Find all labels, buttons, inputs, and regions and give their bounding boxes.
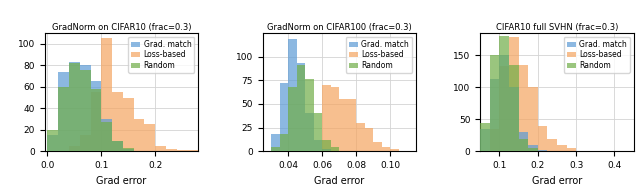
Bar xyxy=(322,140,331,151)
Bar xyxy=(288,87,296,151)
Bar xyxy=(365,128,373,151)
Bar xyxy=(322,149,331,151)
Bar xyxy=(69,63,80,151)
Bar xyxy=(373,142,382,151)
Bar xyxy=(528,148,538,151)
Bar xyxy=(90,92,101,151)
Bar xyxy=(134,119,145,151)
Bar xyxy=(305,113,314,151)
Bar xyxy=(123,149,134,151)
Bar xyxy=(58,87,69,151)
Title: CIFAR10 full SVHN (frac=0.3): CIFAR10 full SVHN (frac=0.3) xyxy=(496,23,618,32)
Bar xyxy=(123,148,134,151)
Title: GradNorm on CIFAR100 (frac=0.3): GradNorm on CIFAR100 (frac=0.3) xyxy=(267,23,412,32)
Bar xyxy=(123,98,134,151)
Bar xyxy=(322,85,331,151)
Bar xyxy=(348,99,356,151)
Bar xyxy=(314,113,322,151)
Bar xyxy=(356,123,365,151)
Bar xyxy=(557,145,566,151)
Bar xyxy=(480,123,490,151)
Bar xyxy=(145,124,155,151)
Bar xyxy=(188,150,198,151)
X-axis label: Grad error: Grad error xyxy=(314,176,364,186)
Bar xyxy=(69,146,80,151)
Bar xyxy=(112,92,123,151)
Bar xyxy=(314,140,322,151)
Bar xyxy=(101,119,112,151)
Bar xyxy=(90,81,101,151)
Bar xyxy=(166,149,177,151)
Bar xyxy=(47,135,58,151)
Bar xyxy=(499,66,509,151)
Bar xyxy=(47,130,58,151)
Bar xyxy=(528,145,538,151)
X-axis label: Grad error: Grad error xyxy=(97,176,147,186)
Bar xyxy=(490,79,499,151)
Bar xyxy=(566,148,576,151)
Bar xyxy=(382,147,390,151)
Bar xyxy=(538,150,547,151)
Bar xyxy=(80,70,90,151)
Bar xyxy=(518,65,528,151)
Bar xyxy=(490,55,499,151)
Bar xyxy=(480,129,490,151)
Bar xyxy=(271,147,280,151)
Bar xyxy=(280,83,288,151)
Bar xyxy=(518,132,528,151)
Bar xyxy=(101,38,112,151)
Bar xyxy=(112,141,123,151)
Bar xyxy=(528,87,538,151)
X-axis label: Grad error: Grad error xyxy=(532,176,582,186)
Legend: Grad. match, Loss-based, Random: Grad. match, Loss-based, Random xyxy=(128,37,195,73)
Bar xyxy=(339,99,348,151)
Title: GradNorm on CIFAR10 (frac=0.3): GradNorm on CIFAR10 (frac=0.3) xyxy=(52,23,191,32)
Bar xyxy=(112,141,123,151)
Bar xyxy=(331,147,339,151)
Bar xyxy=(518,139,528,151)
Bar xyxy=(101,122,112,151)
Legend: Grad. match, Loss-based, Random: Grad. match, Loss-based, Random xyxy=(564,37,630,73)
Bar xyxy=(331,87,339,151)
Bar xyxy=(80,135,90,151)
Bar xyxy=(80,65,90,151)
Bar xyxy=(490,129,499,151)
Bar xyxy=(547,139,557,151)
Bar xyxy=(509,37,518,151)
Bar xyxy=(58,72,69,151)
Bar xyxy=(499,36,509,151)
Legend: Grad. match, Loss-based, Random: Grad. match, Loss-based, Random xyxy=(346,37,412,73)
Bar xyxy=(280,134,288,151)
Bar xyxy=(296,65,305,151)
Bar xyxy=(390,149,399,151)
Bar xyxy=(90,89,101,151)
Bar xyxy=(538,126,547,151)
Bar xyxy=(305,79,314,151)
Bar xyxy=(177,150,188,151)
Bar xyxy=(288,39,296,151)
Bar xyxy=(69,62,80,151)
Bar xyxy=(499,55,509,151)
Bar xyxy=(509,65,518,151)
Bar xyxy=(509,87,518,151)
Bar xyxy=(155,146,166,151)
Bar xyxy=(296,63,305,151)
Bar xyxy=(271,134,280,151)
